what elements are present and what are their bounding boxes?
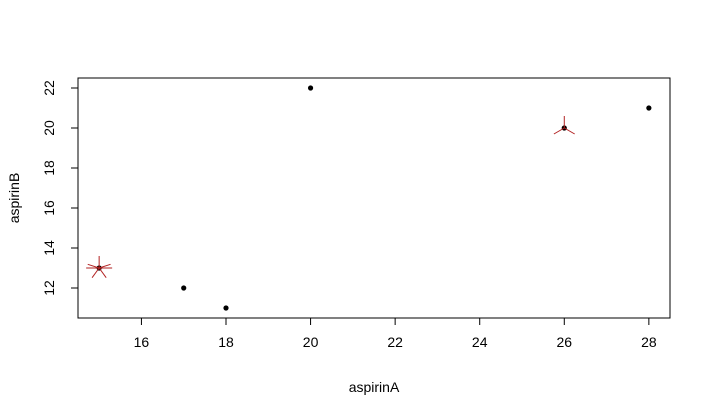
sunflower-ray	[564, 127, 575, 135]
sunflower-marker	[86, 256, 113, 279]
y-tick-label: 12	[41, 280, 57, 296]
sunflower-ray	[91, 267, 100, 279]
highlight-markers	[86, 116, 575, 279]
x-tick-label: 22	[387, 334, 403, 350]
sunflower-ray	[87, 263, 100, 269]
x-tick-label: 18	[218, 334, 234, 350]
y-axis-title: aspirinB	[6, 173, 22, 224]
sunflower-ray	[98, 267, 107, 279]
sunflower-marker	[553, 116, 575, 135]
y-tick-label: 22	[41, 80, 57, 96]
y-axis: 12 14 16 18 20 22	[41, 80, 79, 296]
y-tick-label: 18	[41, 160, 57, 176]
y-tick-label: 20	[41, 120, 57, 136]
plot-frame	[77, 77, 671, 319]
y-tick-label: 16	[41, 200, 57, 216]
x-tick-label: 24	[472, 334, 488, 350]
data-point	[223, 305, 229, 311]
data-point	[307, 85, 314, 91]
data-point	[646, 105, 652, 111]
x-tick-label: 28	[641, 334, 657, 350]
y-tick-label: 14	[41, 240, 57, 256]
x-tick-label: 16	[134, 334, 150, 350]
sunflower-ray	[98, 263, 111, 269]
sunflower-ray	[553, 127, 565, 135]
data-point	[181, 285, 187, 291]
x-tick-label: 20	[303, 334, 319, 350]
x-axis-title: aspirinA	[349, 379, 400, 395]
x-tick-label: 26	[556, 334, 572, 350]
x-axis: 16 18 20 22 24 26 28	[134, 317, 657, 350]
data-points	[96, 85, 652, 311]
